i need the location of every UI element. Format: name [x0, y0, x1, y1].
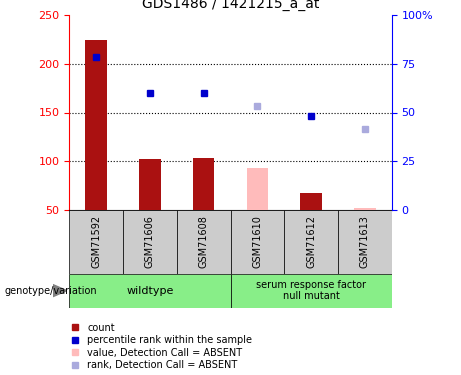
Bar [85, 40, 107, 210]
Bar [193, 158, 214, 210]
Bar [69, 210, 123, 274]
Text: GSM71608: GSM71608 [199, 215, 209, 268]
Text: GSM71610: GSM71610 [252, 215, 262, 268]
Bar [177, 210, 230, 274]
Text: serum response factor
null mutant: serum response factor null mutant [256, 280, 366, 302]
Bar [123, 210, 177, 274]
Bar [139, 159, 160, 210]
Bar [230, 210, 284, 274]
Bar [338, 210, 392, 274]
Bar [301, 194, 322, 210]
Text: GSM71606: GSM71606 [145, 215, 155, 268]
Text: GSM71592: GSM71592 [91, 215, 101, 268]
Title: GDS1486 / 1421215_a_at: GDS1486 / 1421215_a_at [142, 0, 319, 11]
Bar [284, 210, 338, 274]
Text: wildtype: wildtype [126, 286, 173, 296]
Text: GSM71613: GSM71613 [360, 215, 370, 268]
Legend: count, percentile rank within the sample, value, Detection Call = ABSENT, rank, : count, percentile rank within the sample… [65, 323, 252, 370]
Polygon shape [53, 285, 67, 297]
Text: genotype/variation: genotype/variation [5, 286, 97, 296]
Bar [354, 208, 376, 210]
Bar [69, 274, 230, 308]
Text: GSM71612: GSM71612 [306, 215, 316, 268]
Bar [230, 274, 392, 308]
Bar [247, 168, 268, 210]
